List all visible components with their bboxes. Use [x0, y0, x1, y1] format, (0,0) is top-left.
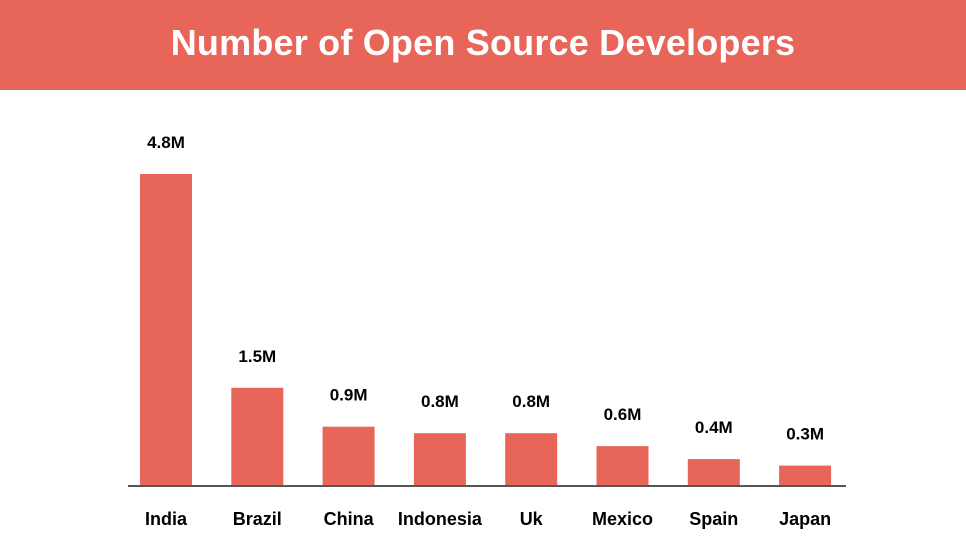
bar-chart: 4.8M 1.5M 0.9M 0.8M 0.8M 0.6M 0.4M 0.3M India Br… — [128, 133, 846, 529]
bar-china — [322, 426, 375, 485]
value-label-india: 4.8M — [147, 133, 185, 152]
bar-indonesia — [413, 433, 466, 485]
chart-title: Number of Open Source Developers — [170, 22, 796, 63]
bar-group — [140, 174, 832, 485]
value-label-uk: 0.8M — [512, 392, 550, 411]
value-label-group: 4.8M 1.5M 0.9M 0.8M 0.8M 0.6M 0.4M 0.3M — [147, 133, 824, 444]
value-label-spain: 0.4M — [695, 418, 733, 437]
value-label-indonesia: 0.8M — [421, 392, 459, 411]
value-label-japan: 0.3M — [786, 425, 824, 444]
category-label-japan: Japan — [779, 509, 831, 529]
category-label-indonesia: Indonesia — [398, 509, 483, 529]
bar-mexico — [596, 446, 649, 485]
bar-india — [140, 174, 192, 485]
category-label-china: China — [324, 509, 375, 529]
category-label-uk: Uk — [520, 509, 544, 529]
bar-spain — [687, 459, 740, 485]
value-label-mexico: 0.6M — [604, 405, 642, 424]
bar-japan — [779, 465, 832, 485]
value-label-brazil: 1.5M — [238, 347, 276, 366]
category-label-spain: Spain — [689, 509, 738, 529]
bar-uk — [505, 433, 558, 485]
title-banner: Number of Open Source Developers — [0, 0, 966, 90]
category-label-mexico: Mexico — [592, 509, 653, 529]
category-label-india: India — [145, 509, 188, 529]
category-label-brazil: Brazil — [233, 509, 282, 529]
bar-brazil — [231, 387, 284, 485]
category-label-group: India Brazil China Indonesia Uk Mexico Spain Ja… — [145, 509, 831, 529]
chart-area: 4.8M 1.5M 0.9M 0.8M 0.8M 0.6M 0.4M 0.3M India Br… — [0, 90, 966, 558]
value-label-china: 0.9M — [330, 386, 368, 405]
